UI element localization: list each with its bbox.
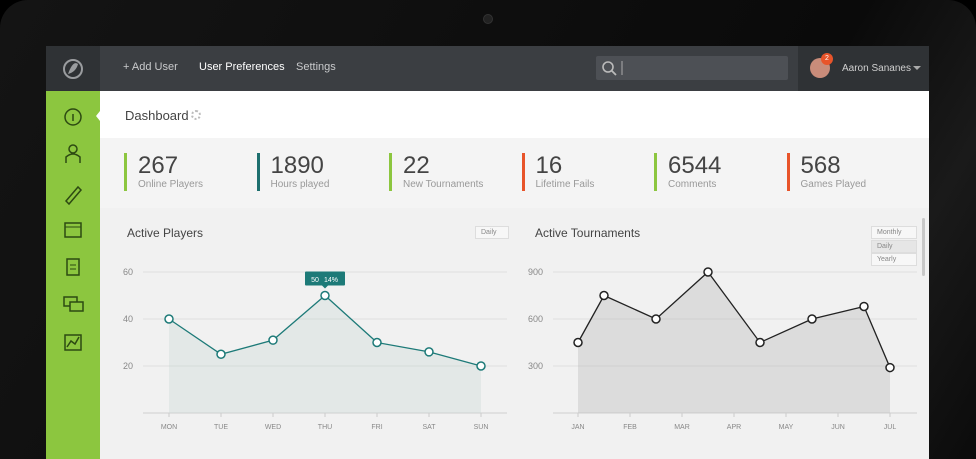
point	[573, 337, 583, 348]
top-nav: + Add User User Preferences Settings 2 A…	[46, 46, 929, 91]
y-tick-label: 40	[123, 314, 133, 324]
user-menu[interactable]: 2 Aaron Sananes	[798, 46, 929, 91]
point	[164, 314, 174, 324]
search-icon	[602, 61, 623, 76]
tooltip-change: 14%	[324, 277, 338, 284]
screen: + Add User User Preferences Settings 2 A…	[46, 46, 929, 459]
nav-link[interactable]: User Preferences	[199, 61, 285, 73]
logo-icon	[63, 59, 83, 79]
stat: 568 Games Played	[786, 152, 867, 191]
x-tick-label: FRI	[371, 424, 382, 431]
chart-title: Active Players	[127, 226, 203, 240]
y-tick-label: 600	[528, 314, 543, 324]
badge: 2	[821, 53, 833, 65]
line	[577, 271, 891, 368]
stat: 1890 Hours played	[256, 152, 330, 191]
tooltip-arrow	[322, 285, 328, 289]
caret	[913, 66, 921, 70]
point	[268, 335, 278, 345]
camera	[483, 14, 493, 24]
sidebar-icons	[63, 108, 100, 351]
stat-label: Games Played	[800, 179, 867, 190]
x-tick-label: SUN	[474, 424, 489, 431]
chart-title: Active Tournaments	[535, 226, 640, 240]
area	[578, 272, 890, 413]
logo[interactable]	[46, 46, 100, 91]
area	[169, 295, 481, 413]
x-tick-label: MAY	[779, 424, 794, 431]
point	[424, 347, 434, 357]
x-tick-label: JUL	[884, 424, 897, 431]
stat: 16 Lifetime Fails	[521, 152, 595, 191]
point	[651, 314, 661, 324]
y-tick-label: 20	[123, 361, 133, 371]
point	[372, 337, 382, 348]
dropdown-option[interactable]: Yearly	[871, 253, 917, 266]
point	[320, 290, 330, 301]
point	[599, 290, 609, 301]
stat: 6544 Comments	[654, 153, 721, 191]
stat-label: Comments	[668, 179, 717, 190]
point	[859, 301, 869, 312]
nav-link[interactable]: Settings	[296, 61, 336, 73]
stat-value: 22	[403, 152, 430, 179]
point	[885, 362, 895, 373]
stat-label: Online Players	[138, 179, 204, 190]
stat-label: New Tournaments	[403, 179, 484, 190]
y-tick-label: 900	[528, 267, 543, 277]
tooltip-value: 50	[311, 277, 319, 284]
x-tick-label: THU	[318, 424, 332, 431]
stat-value: 568	[800, 152, 841, 179]
point	[476, 361, 486, 371]
stat-value: 1890	[270, 152, 324, 179]
stats-row: 267 Online Players 1890 Hours played 22 New T…	[100, 138, 929, 208]
dropdown[interactable]: Monthly	[871, 226, 917, 239]
x-tick-label: TUE	[214, 424, 228, 431]
scrollbar	[922, 218, 925, 276]
tooltip	[305, 271, 345, 286]
point	[807, 314, 817, 324]
stat-value: 16	[535, 152, 563, 179]
stat: 267 Online Players	[124, 153, 203, 191]
point	[216, 349, 226, 359]
stat-label: Lifetime Fails	[535, 179, 595, 190]
stat-value: 6544	[668, 152, 722, 179]
user-name: Aaron Sananes	[842, 63, 911, 74]
x-tick-label: MON	[161, 424, 177, 431]
y-tick-label: 300	[528, 361, 543, 371]
nav-link[interactable]: + Add User	[123, 61, 178, 73]
x-tick-label: JUN	[831, 424, 845, 431]
x-tick-label: APR	[727, 424, 741, 431]
x-tick-label: SAT	[422, 424, 436, 431]
y-tick-label: 60	[123, 267, 133, 277]
stat: 22 New Tournaments	[389, 153, 483, 191]
page-title: Dashboard	[125, 108, 189, 123]
x-tick-label: MAR	[674, 424, 690, 431]
stat-value: 267	[138, 152, 179, 179]
x-tick-label: FEB	[623, 424, 637, 431]
x-tick-label: JAN	[571, 424, 584, 431]
sidebar	[46, 91, 100, 459]
dropdown[interactable]: Daily	[475, 226, 509, 239]
dropdown-option[interactable]: Daily	[871, 240, 917, 253]
point	[755, 337, 765, 348]
page-header: Dashboard	[100, 91, 929, 138]
search-box[interactable]	[596, 56, 788, 80]
point	[703, 267, 713, 277]
settings-icon[interactable]	[191, 110, 201, 120]
stat-label: Hours played	[270, 179, 330, 190]
x-tick-label: WED	[265, 424, 281, 431]
